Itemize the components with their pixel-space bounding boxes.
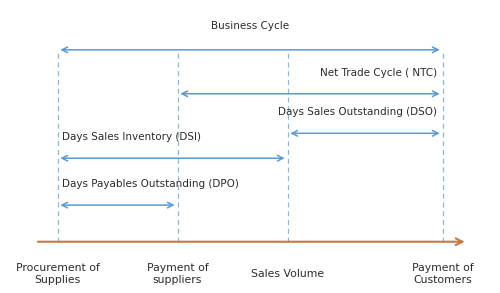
Text: Days Sales Outstanding (DSO): Days Sales Outstanding (DSO) — [278, 107, 438, 117]
Text: Payment of
Customers: Payment of Customers — [412, 263, 474, 285]
Text: Net Trade Cycle ( NTC): Net Trade Cycle ( NTC) — [320, 68, 438, 78]
Text: Days Payables Outstanding (DPO): Days Payables Outstanding (DPO) — [62, 179, 240, 189]
Text: Sales Volume: Sales Volume — [251, 269, 324, 279]
Text: Procurement of
Supplies: Procurement of Supplies — [16, 263, 100, 285]
Text: Days Sales Inventory (DSI): Days Sales Inventory (DSI) — [62, 132, 202, 142]
Text: Business Cycle: Business Cycle — [211, 21, 289, 31]
Text: Payment of
suppliers: Payment of suppliers — [146, 263, 208, 285]
